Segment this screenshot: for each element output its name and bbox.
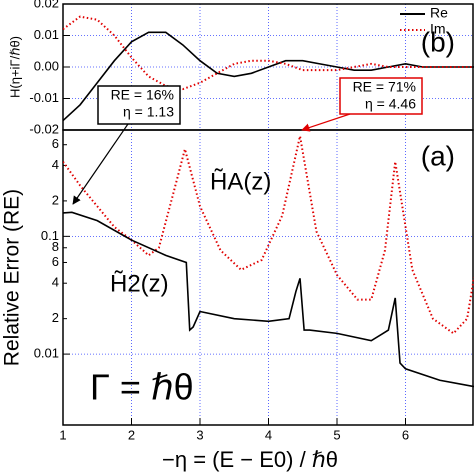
- x-tick-label: 2: [128, 427, 135, 442]
- x-tick-label: 6: [402, 427, 409, 442]
- x-tick-label: 5: [333, 427, 340, 442]
- y-tick-label: 4: [52, 275, 59, 290]
- y-tick-label: -0.01: [29, 90, 59, 105]
- series-line: [63, 31, 474, 122]
- y-axis-label: H(η+iΓ/ℏθ): [7, 36, 22, 98]
- annotation-text: η = 4.46: [365, 96, 416, 112]
- y-tick-label: 0.01: [34, 27, 59, 42]
- annotation-text: RE = 71%: [353, 79, 416, 95]
- y-tick-label: 6: [52, 254, 59, 269]
- y-tick-label: 6: [52, 136, 59, 151]
- y-tick-label: 8: [52, 239, 59, 254]
- x-tick-label: 1: [59, 427, 66, 442]
- x-tick-label: 4: [265, 427, 272, 442]
- y-tick-label: 0.1: [41, 228, 59, 243]
- panel-label: (a): [421, 140, 455, 171]
- y-tick-label: 4: [52, 157, 59, 172]
- annotation-arrow: [301, 113, 351, 132]
- annotation-text: η = 1.13: [123, 104, 174, 120]
- annotation-arrow: [72, 123, 129, 205]
- y-axis-label: Relative Error (RE): [1, 189, 24, 366]
- annotation-text: RE = 16%: [111, 87, 174, 103]
- formula: Γ = ℏθ: [90, 367, 194, 408]
- panel-label: (b): [421, 26, 455, 57]
- series-line: [63, 211, 474, 388]
- annotation-box: [97, 85, 181, 125]
- legend-label: Im: [430, 21, 446, 37]
- annotation-box: [339, 77, 423, 115]
- y-tick-label: 2: [52, 310, 59, 325]
- series-line: [63, 15, 474, 91]
- series-label: H̃2(z): [110, 270, 169, 297]
- y-tick-label: 0.01: [34, 346, 59, 361]
- series-label: H̃A(z): [210, 168, 271, 195]
- y-tick-label: -0.02: [29, 121, 59, 136]
- x-tick-label: 3: [196, 427, 203, 442]
- legend-label: Re: [430, 5, 448, 21]
- series-line: [63, 135, 474, 335]
- y-tick-label: 0.00: [34, 58, 59, 73]
- y-tick-label: 0.02: [34, 0, 59, 10]
- x-axis-label: −η = (E − E0) / ℏθ: [162, 447, 338, 472]
- y-tick-label: 2: [52, 192, 59, 207]
